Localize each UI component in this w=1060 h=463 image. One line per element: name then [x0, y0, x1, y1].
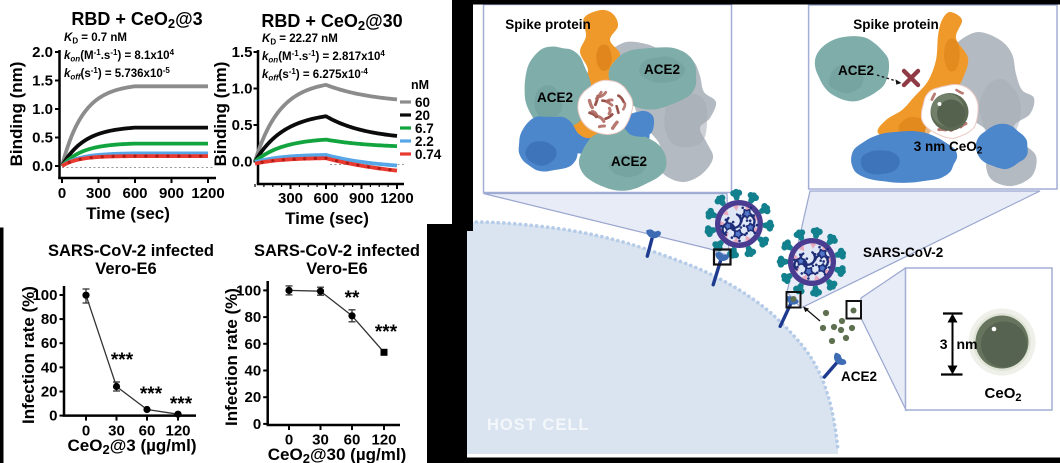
svg-text:1.5: 1.5 [232, 44, 253, 61]
svg-text:CeO2@30 (µg/ml): CeO2@30 (µg/ml) [268, 445, 406, 463]
svg-text:1.0: 1.0 [232, 81, 253, 98]
svg-text:CeO2@3 (µg/ml): CeO2@3 (µg/ml) [67, 436, 196, 457]
svg-text:SARS-CoV-2 infected: SARS-CoV-2 infected [48, 242, 214, 260]
svg-text:2.0: 2.0 [32, 44, 53, 61]
svg-text:Spike protein: Spike protein [853, 17, 939, 32]
svg-text:1200: 1200 [380, 190, 413, 207]
svg-text:0: 0 [58, 185, 66, 202]
svg-text:SARS-CoV-2: SARS-CoV-2 [863, 245, 943, 260]
svg-text:***: *** [170, 394, 193, 415]
svg-text:***: *** [375, 322, 398, 343]
svg-text:kon(M-1.s-1) = 8.1x104: kon(M-1.s-1) = 8.1x104 [64, 48, 175, 64]
svg-text:120: 120 [371, 432, 396, 449]
svg-text:900: 900 [159, 185, 184, 202]
svg-text:600: 600 [313, 190, 338, 207]
svg-text:0.5: 0.5 [232, 117, 253, 134]
svg-text:KD = 22.27 nM: KD = 22.27 nM [262, 33, 338, 47]
svg-text:CeO2: CeO2 [985, 385, 1022, 404]
svg-text:0.0: 0.0 [232, 154, 253, 171]
svg-text:koff(s-1) = 6.275x10-4: koff(s-1) = 6.275x10-4 [262, 67, 368, 83]
svg-text:60: 60 [415, 95, 430, 110]
svg-text:0.5: 0.5 [32, 130, 53, 147]
svg-text:2.2: 2.2 [415, 134, 434, 149]
svg-text:600: 600 [122, 185, 147, 202]
svg-text:60: 60 [41, 335, 58, 352]
svg-text:***: *** [111, 350, 134, 371]
svg-text:KD = 0.7 nM: KD = 0.7 nM [64, 32, 127, 46]
svg-text:80: 80 [245, 309, 262, 326]
svg-text:SARS-CoV-2 infected: SARS-CoV-2 infected [254, 242, 420, 260]
svg-text:120: 120 [165, 423, 190, 440]
svg-text:0: 0 [49, 408, 57, 425]
svg-text:Spike protein: Spike protein [505, 17, 591, 32]
svg-text:60: 60 [245, 336, 262, 353]
svg-text:ACE2: ACE2 [537, 90, 573, 105]
svg-text:nM: nM [411, 78, 429, 92]
svg-text:0: 0 [285, 432, 293, 449]
svg-text:RBD + CeO2@30: RBD + CeO2@30 [261, 11, 402, 33]
svg-text:40: 40 [41, 359, 58, 376]
svg-text:Vero-E6: Vero-E6 [95, 260, 156, 278]
svg-text:20: 20 [415, 108, 430, 123]
svg-text:Time (sec): Time (sec) [86, 204, 170, 223]
svg-text:1200: 1200 [191, 185, 224, 202]
svg-text:ACE2: ACE2 [644, 62, 680, 77]
svg-text:40: 40 [245, 363, 262, 380]
svg-text:100: 100 [32, 287, 57, 304]
svg-text:6.7: 6.7 [415, 121, 434, 136]
svg-text:Vero-E6: Vero-E6 [306, 260, 367, 278]
svg-text:3 nm CeO2: 3 nm CeO2 [914, 139, 983, 157]
svg-text:0.0: 0.0 [32, 158, 53, 175]
svg-text:Time (sec): Time (sec) [285, 209, 369, 228]
svg-text:nm: nm [957, 336, 978, 352]
svg-text:***: *** [140, 384, 163, 405]
svg-text:300: 300 [86, 185, 111, 202]
svg-text:Infection rate (%): Infection rate (%) [19, 286, 38, 424]
svg-text:ACE2: ACE2 [838, 63, 874, 78]
svg-text:RBD + CeO2@3: RBD + CeO2@3 [71, 9, 202, 31]
svg-text:80: 80 [41, 311, 58, 328]
svg-text:1.0: 1.0 [32, 101, 53, 118]
svg-text:koff(s-1) = 5.736x10-5: koff(s-1) = 5.736x10-5 [64, 66, 170, 82]
svg-text:0: 0 [253, 416, 261, 433]
svg-text:60: 60 [139, 423, 156, 440]
svg-text:30: 30 [312, 432, 329, 449]
svg-text:20: 20 [245, 389, 262, 406]
svg-text:kon(M-1.s-1) = 2.817x104: kon(M-1.s-1) = 2.817x104 [262, 49, 385, 65]
svg-text:1.5: 1.5 [32, 73, 53, 90]
svg-text:0.74: 0.74 [415, 147, 442, 162]
svg-text:20: 20 [41, 384, 58, 401]
svg-text:Infection rate (%): Infection rate (%) [222, 288, 241, 426]
svg-text:Binding (nm): Binding (nm) [211, 62, 230, 167]
svg-text:30: 30 [108, 423, 125, 440]
svg-text:100: 100 [236, 282, 261, 299]
svg-text:0: 0 [82, 423, 90, 440]
svg-text:60: 60 [344, 432, 361, 449]
svg-text:ACE2: ACE2 [841, 369, 877, 384]
svg-text:Binding (nm): Binding (nm) [7, 62, 26, 167]
svg-text:ACE2: ACE2 [611, 154, 647, 169]
svg-text:300: 300 [278, 190, 303, 207]
svg-text:**: ** [345, 288, 360, 309]
svg-text:3: 3 [940, 336, 948, 352]
svg-text:HOST CELL: HOST CELL [487, 416, 590, 434]
svg-text:900: 900 [349, 190, 374, 207]
